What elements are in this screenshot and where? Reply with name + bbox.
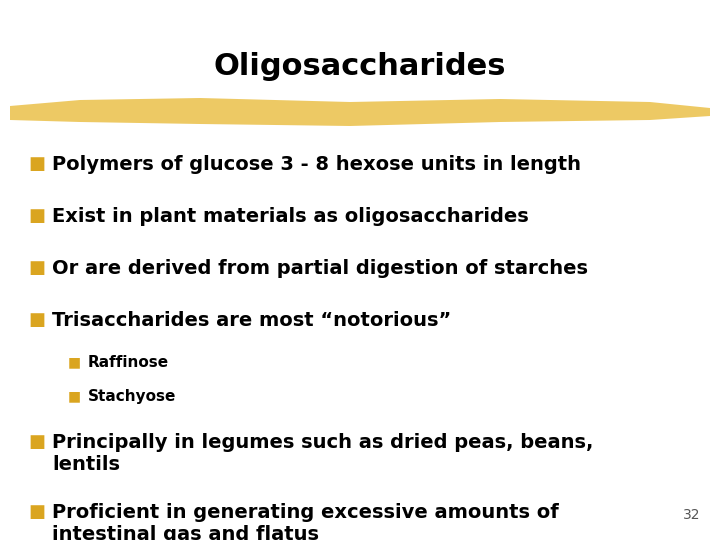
- Text: ■: ■: [28, 207, 45, 225]
- Text: Proficient in generating excessive amounts of
intestinal gas and flatus: Proficient in generating excessive amoun…: [52, 503, 559, 540]
- Text: ■: ■: [68, 355, 81, 369]
- Text: ■: ■: [28, 311, 45, 329]
- Text: 32: 32: [683, 508, 700, 522]
- Text: Or are derived from partial digestion of starches: Or are derived from partial digestion of…: [52, 259, 588, 278]
- Text: Exist in plant materials as oligosaccharides: Exist in plant materials as oligosacchar…: [52, 207, 528, 226]
- Text: Stachyose: Stachyose: [88, 389, 176, 404]
- Text: Oligosaccharides: Oligosaccharides: [214, 52, 506, 81]
- Text: Trisaccharides are most “notorious”: Trisaccharides are most “notorious”: [52, 311, 451, 330]
- Text: Raffinose: Raffinose: [88, 355, 169, 370]
- Text: Polymers of glucose 3 - 8 hexose units in length: Polymers of glucose 3 - 8 hexose units i…: [52, 155, 581, 174]
- Text: ■: ■: [28, 503, 45, 521]
- Text: ■: ■: [28, 155, 45, 173]
- Text: ■: ■: [28, 259, 45, 277]
- Polygon shape: [10, 98, 710, 126]
- Text: ■: ■: [68, 389, 81, 403]
- Text: ■: ■: [28, 433, 45, 451]
- Text: Principally in legumes such as dried peas, beans,
lentils: Principally in legumes such as dried pea…: [52, 433, 593, 474]
